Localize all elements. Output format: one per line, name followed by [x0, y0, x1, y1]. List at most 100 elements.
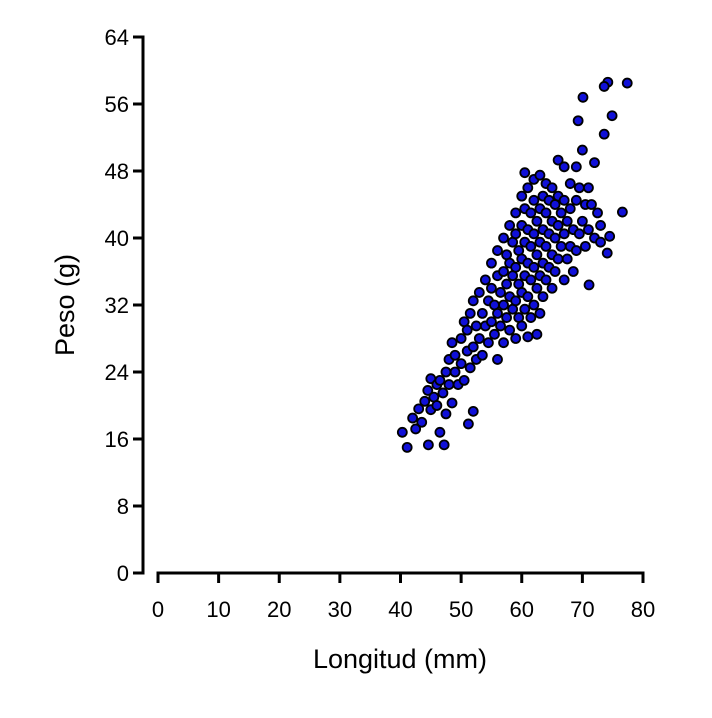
point — [455, 333, 467, 344]
point — [595, 236, 606, 248]
point — [492, 354, 503, 365]
point — [510, 228, 522, 240]
x-tick-label: 40 — [388, 597, 412, 622]
point — [473, 287, 485, 298]
point — [486, 316, 497, 328]
point — [464, 307, 476, 319]
y-tick-label: 64 — [105, 25, 129, 50]
point — [534, 169, 546, 181]
point — [570, 245, 582, 256]
y-tick-label: 24 — [105, 360, 129, 385]
point — [583, 224, 594, 236]
point — [467, 405, 479, 417]
point — [589, 157, 600, 169]
point — [446, 337, 458, 349]
point — [492, 307, 503, 319]
x-tick-label: 80 — [631, 597, 655, 622]
point — [564, 203, 576, 215]
point — [555, 240, 567, 252]
point — [486, 257, 497, 269]
point — [555, 207, 567, 219]
point — [449, 366, 461, 378]
point — [558, 228, 570, 240]
point — [434, 374, 446, 386]
point — [396, 426, 408, 438]
x-tick-label: 60 — [510, 597, 534, 622]
point — [510, 333, 522, 344]
point — [522, 182, 534, 194]
point — [576, 144, 588, 156]
point — [540, 207, 552, 219]
x-tick-label: 50 — [449, 597, 473, 622]
point — [440, 366, 452, 378]
point — [464, 362, 476, 374]
point — [476, 349, 488, 361]
y-tick-label: 0 — [117, 561, 129, 586]
point — [462, 418, 474, 430]
point — [525, 312, 537, 323]
point — [570, 161, 582, 173]
point — [576, 215, 588, 227]
x-axis-label: Longitud (mm) — [313, 644, 487, 674]
point — [540, 274, 552, 286]
point — [616, 206, 628, 218]
point — [583, 182, 594, 194]
point — [528, 228, 540, 240]
y-tick-label: 32 — [105, 293, 129, 318]
point — [525, 207, 537, 219]
point — [461, 324, 473, 336]
point — [438, 439, 450, 451]
point — [549, 232, 561, 244]
point — [455, 358, 467, 370]
point — [440, 408, 452, 420]
point — [573, 182, 585, 194]
point — [531, 215, 543, 227]
point — [606, 110, 618, 122]
point — [467, 341, 479, 353]
point — [486, 282, 497, 294]
point — [592, 207, 603, 219]
point — [522, 291, 534, 303]
x-tick-label: 70 — [570, 597, 594, 622]
point — [458, 374, 470, 386]
point — [540, 240, 552, 252]
point — [531, 328, 543, 340]
point — [601, 247, 613, 259]
point — [546, 282, 558, 294]
point — [410, 423, 422, 435]
point — [401, 441, 413, 453]
point — [558, 274, 570, 286]
point — [434, 426, 446, 438]
point — [598, 128, 610, 140]
point — [443, 379, 455, 390]
point — [407, 412, 419, 424]
point — [413, 403, 425, 415]
point — [604, 230, 616, 242]
point — [489, 328, 500, 340]
point — [567, 266, 579, 277]
point — [516, 320, 528, 332]
point — [498, 337, 509, 349]
x-tick-label: 0 — [152, 597, 164, 622]
point — [598, 81, 610, 92]
point — [586, 199, 597, 210]
point — [531, 282, 543, 294]
point — [534, 307, 546, 319]
point — [492, 245, 503, 256]
point — [516, 190, 528, 202]
point — [531, 249, 543, 261]
point — [416, 416, 428, 428]
point — [528, 299, 540, 311]
point — [595, 220, 606, 231]
y-tick-label: 16 — [105, 427, 129, 452]
y-tick-label: 56 — [105, 92, 129, 117]
point — [501, 278, 512, 290]
point — [564, 178, 576, 189]
point — [483, 337, 494, 349]
point — [498, 232, 509, 244]
point — [537, 291, 549, 303]
point — [422, 385, 434, 396]
point — [470, 320, 482, 332]
point — [561, 215, 573, 227]
point — [583, 279, 595, 291]
